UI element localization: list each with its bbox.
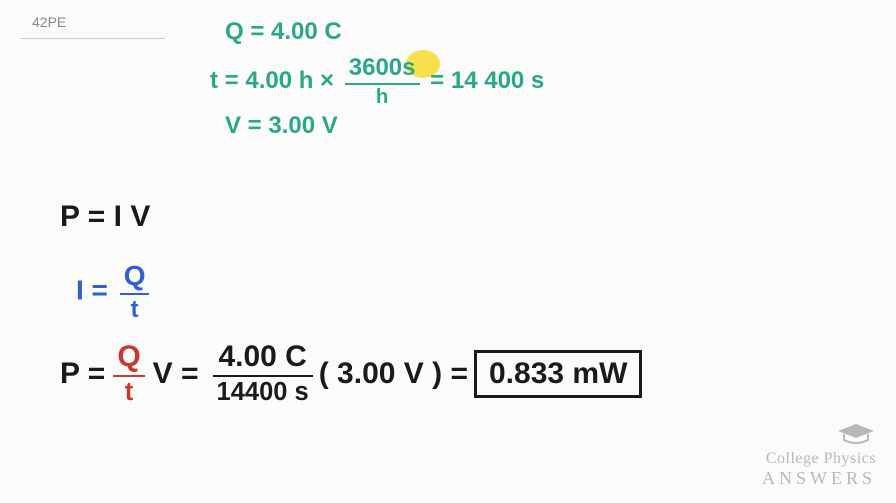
eq3-fraction-1: Q t <box>113 340 144 407</box>
eq3-den1: t <box>113 378 144 407</box>
eq3-line1 <box>113 375 144 377</box>
eq3-den2: 14400 s <box>213 378 313 407</box>
eq3-mult: ( 3.00 V ) = <box>319 357 468 391</box>
frac-den: h <box>345 86 420 109</box>
eq3-mid: V = <box>153 357 199 391</box>
eq3-fraction-2: 4.00 C 14400 s <box>213 340 313 407</box>
given-charge: Q = 4.00 C <box>225 18 342 46</box>
eq2-lhs: I = <box>76 274 108 305</box>
divider-line <box>20 38 165 39</box>
eq2-num: Q <box>120 260 150 292</box>
eq2-den: t <box>120 296 150 324</box>
current-equation: I = Q t <box>76 260 153 324</box>
problem-label: 42PE <box>32 14 66 30</box>
watermark-line-2: ANSWERS <box>762 468 876 489</box>
frac-num: 3600s <box>345 54 420 82</box>
eq3-line2 <box>213 375 313 377</box>
frac-line <box>345 83 420 85</box>
eq2-line <box>120 293 150 295</box>
eq3-lhs: P = <box>60 357 105 391</box>
power-equation: P = I V <box>60 200 150 234</box>
eq2-fraction: Q t <box>120 260 150 324</box>
time-pre: t = 4.00 h × <box>210 67 334 94</box>
solution-equation: P = Q t V = 4.00 C 14400 s ( 3.00 V ) = … <box>60 340 642 407</box>
time-result: = 14 400 s <box>430 67 544 94</box>
eq3-num1: Q <box>113 340 144 374</box>
given-voltage: V = 3.00 V <box>225 112 338 140</box>
answer-box: 0.833 mW <box>474 350 642 398</box>
watermark: College Physics ANSWERS <box>762 422 876 489</box>
conversion-fraction: 3600s h <box>345 54 420 109</box>
given-time: t = 4.00 h × 3600s h = 14 400 s <box>210 54 544 109</box>
eq3-num2: 4.00 C <box>213 340 313 374</box>
watermark-line-1: College Physics <box>762 450 876 468</box>
graduation-cap-icon <box>836 422 876 446</box>
